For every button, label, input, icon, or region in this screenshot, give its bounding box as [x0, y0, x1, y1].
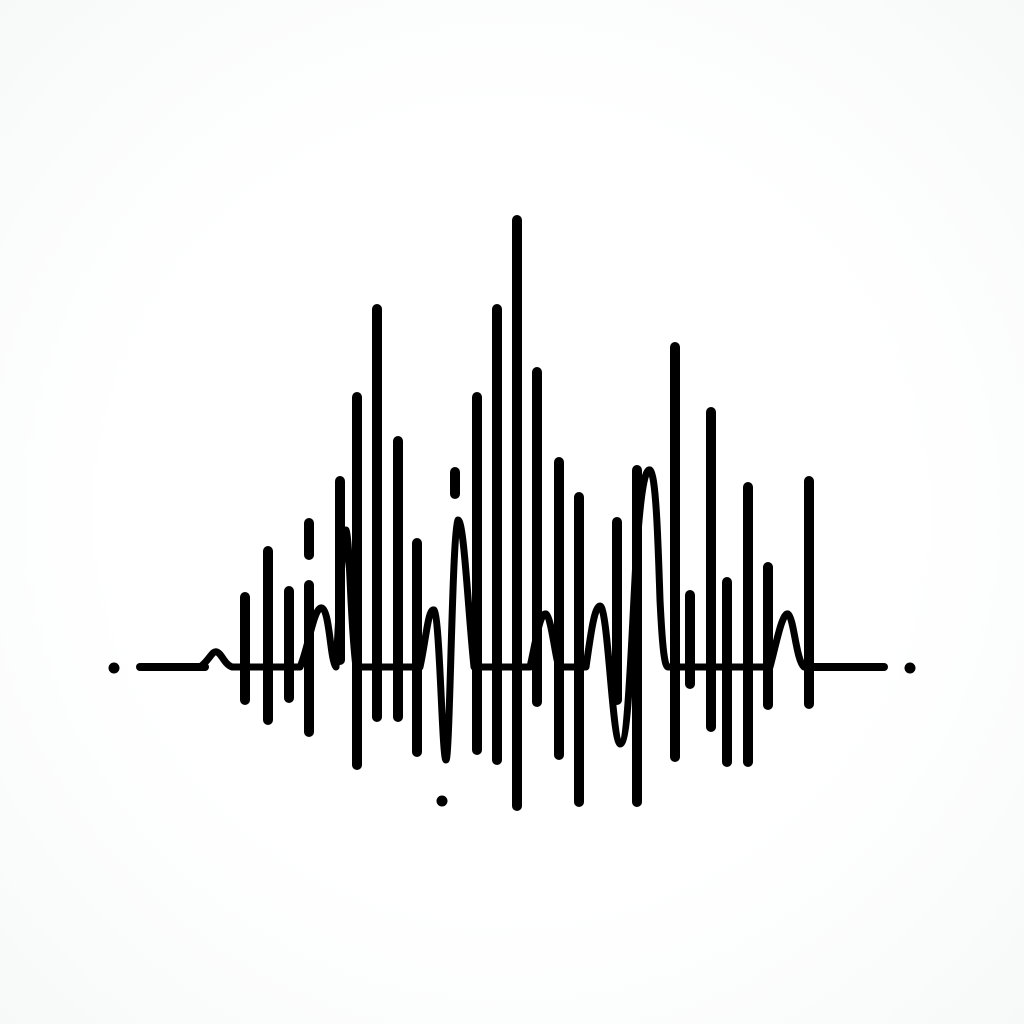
bottom-dot	[436, 795, 448, 807]
wave-curve	[196, 466, 808, 764]
right-end-dot	[904, 662, 916, 674]
left-end-dot	[108, 662, 120, 674]
